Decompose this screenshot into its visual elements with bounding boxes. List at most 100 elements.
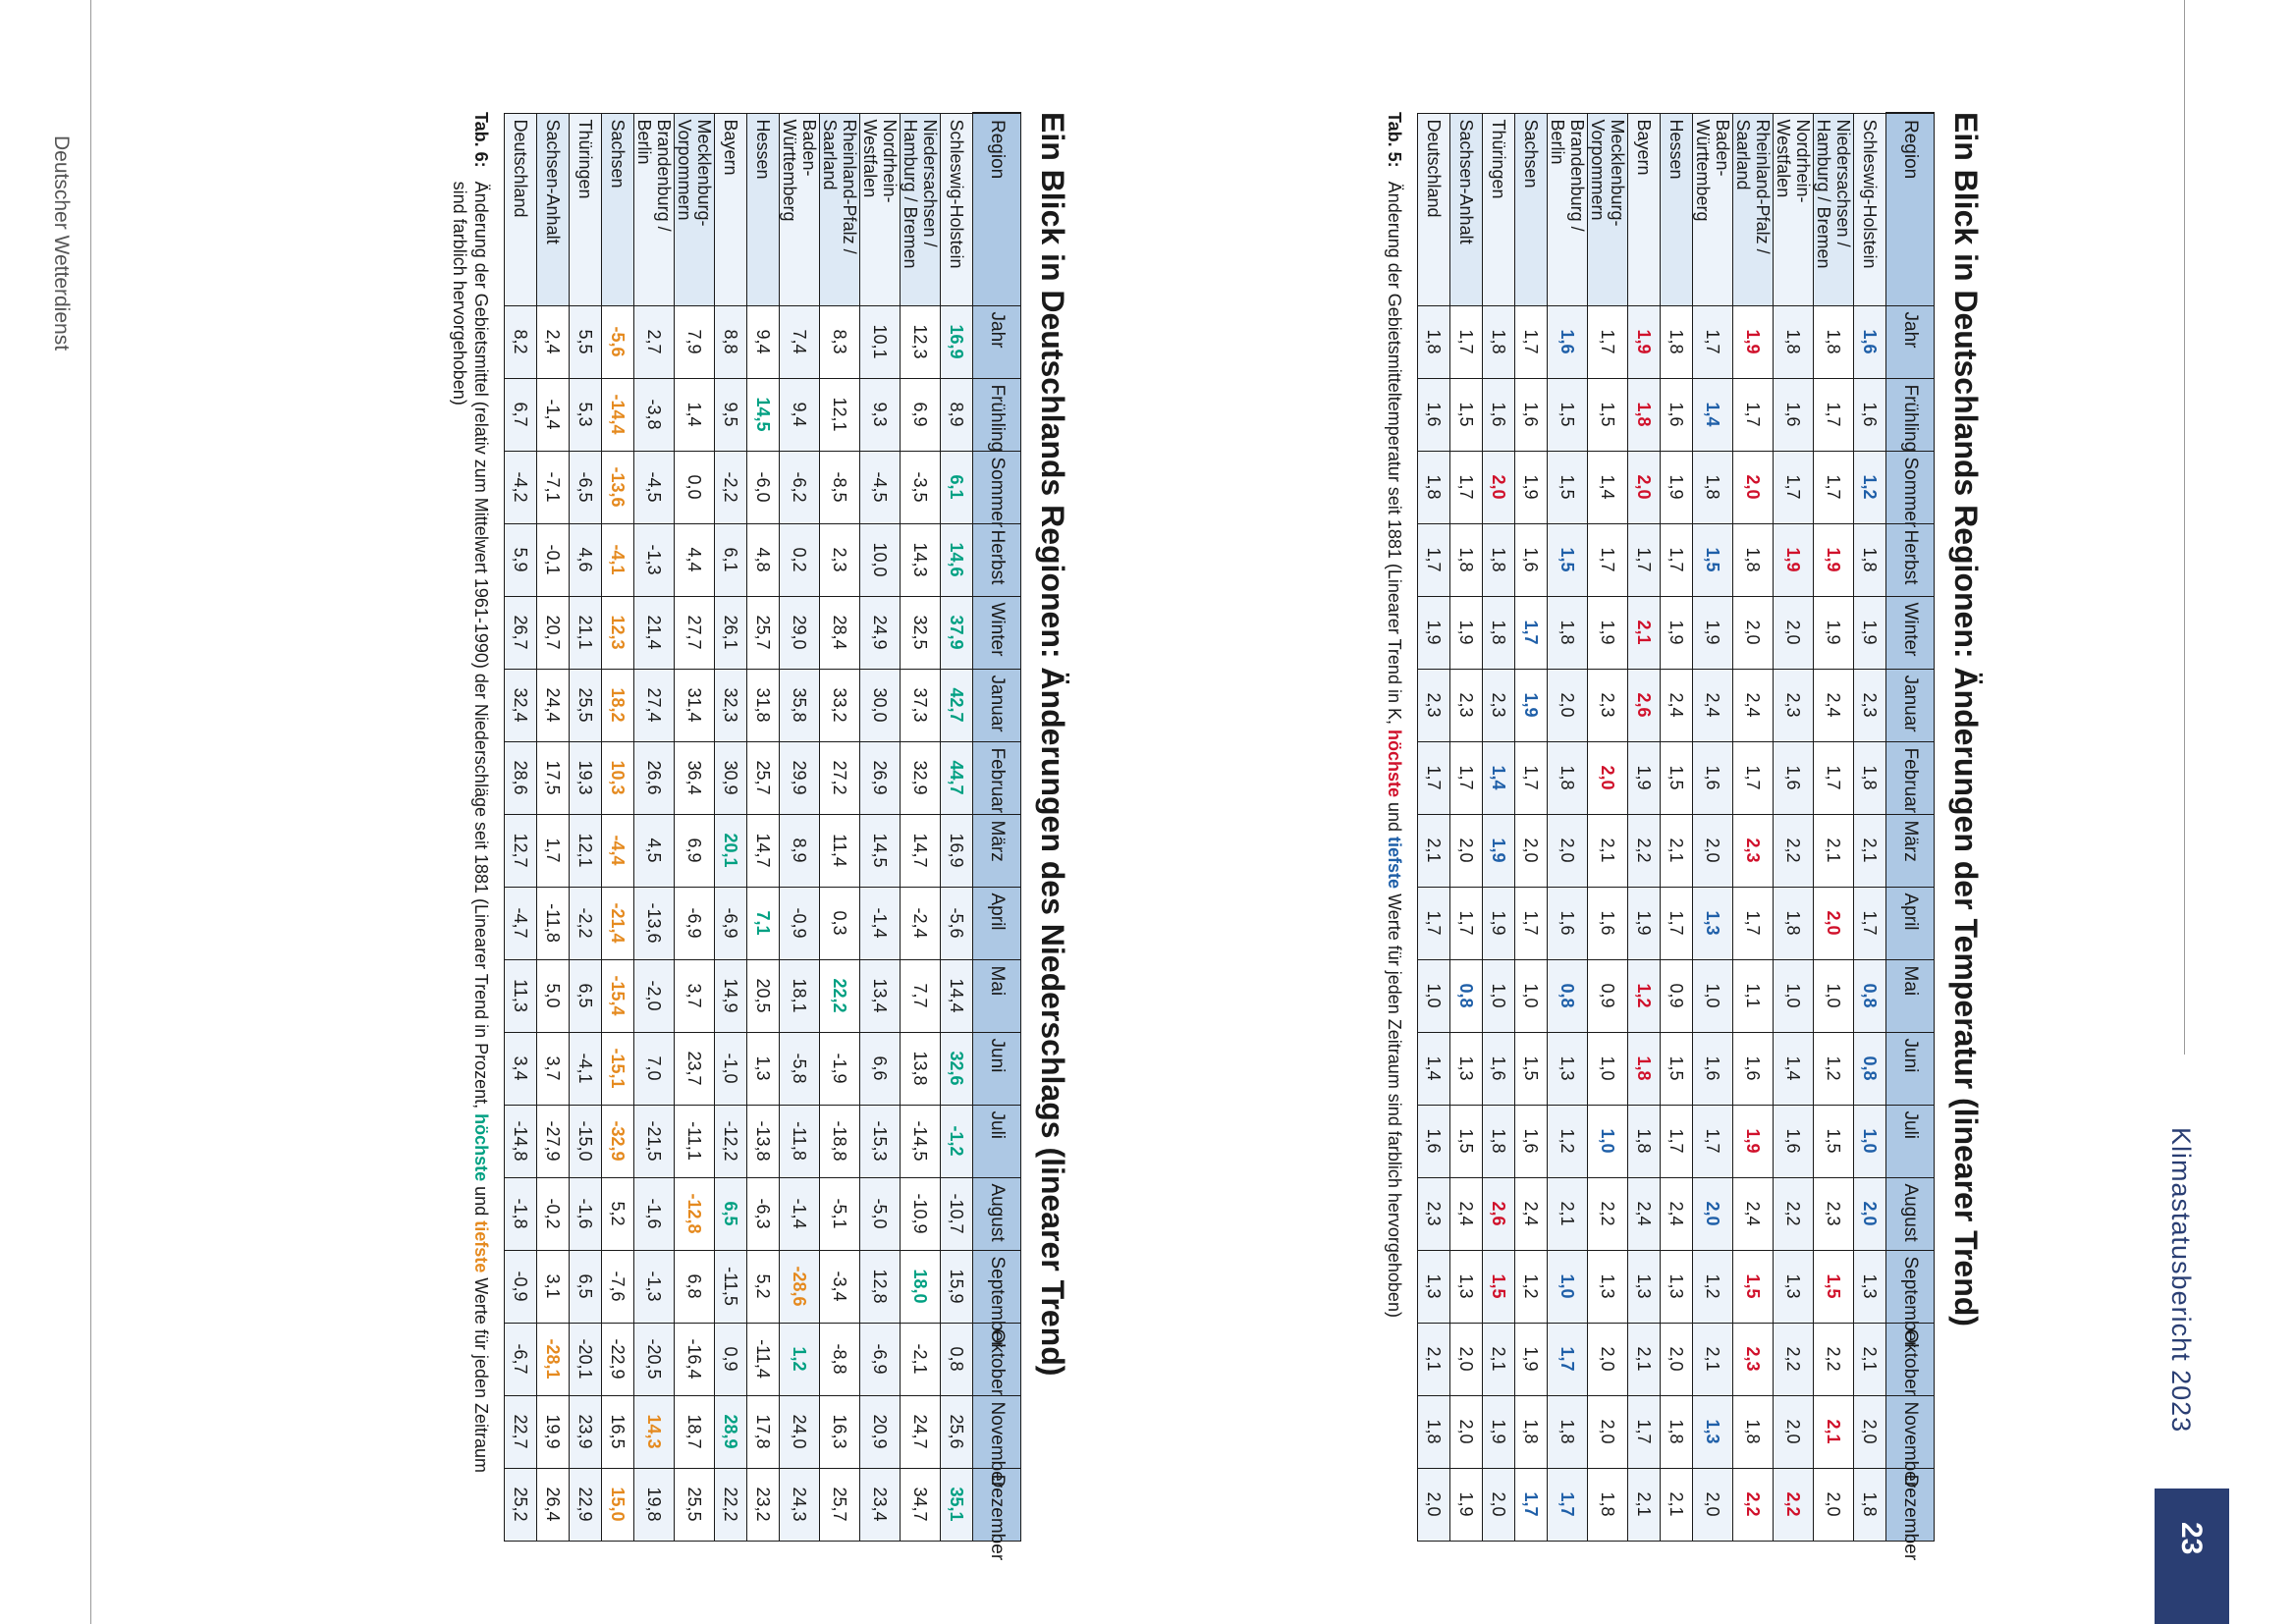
value-cell: 6,1 <box>714 523 747 596</box>
value-cell: -2,2 <box>714 451 747 523</box>
value-cell: 6,5 <box>714 1177 747 1250</box>
value-cell: -20,5 <box>633 1323 675 1395</box>
value-cell: 1,8 <box>1547 596 1588 669</box>
value-cell: 24,3 <box>779 1468 820 1541</box>
value-cell: 1,7 <box>1732 378 1774 451</box>
value-cell: 2,0 <box>1732 451 1774 523</box>
value-cell: 0,8 <box>1853 959 1886 1032</box>
value-cell: -6,3 <box>746 1177 780 1250</box>
value-cell: 1,0 <box>1547 1250 1588 1323</box>
region-cell: Rheinland-Pfalz / Saarland <box>819 113 860 305</box>
value-cell: 0,9 <box>1587 959 1628 1032</box>
value-cell: -11,1 <box>674 1105 715 1177</box>
value-cell: 1,3 <box>1449 1250 1483 1323</box>
value-cell: 1,7 <box>1692 305 1733 378</box>
column-header: Frühling <box>972 378 1021 452</box>
value-cell: 1,7 <box>1514 596 1548 669</box>
region-cell: Deutschland <box>1417 113 1450 305</box>
value-cell: 4,4 <box>674 523 715 596</box>
table5-section: Ein Blick in Deutschlands Regionen: Ände… <box>1100 112 1984 1604</box>
region-cell: Sachsen <box>1514 113 1548 305</box>
value-cell: 2,3 <box>1587 669 1628 741</box>
value-cell: 33,2 <box>819 669 860 741</box>
value-cell: 2,1 <box>1813 814 1854 887</box>
value-cell: -20,1 <box>569 1323 602 1395</box>
value-cell: 3,7 <box>536 1032 570 1105</box>
value-cell: -4,7 <box>504 887 537 959</box>
value-cell: 1,7 <box>1547 1468 1588 1541</box>
value-cell: 2,0 <box>1449 1395 1483 1468</box>
region-name: Bayern <box>721 119 740 176</box>
value-cell: 28,9 <box>714 1395 747 1468</box>
value-cell: -15,0 <box>569 1105 602 1177</box>
table-body: Schleswig-Holstein 1,6 1,6 1,2 1,8 1,9 2,3 1,8 2… <box>1417 113 1886 1541</box>
value-cell: 19,9 <box>536 1395 570 1468</box>
value-cell: 1,5 <box>1482 1250 1515 1323</box>
page-number-box: 23 <box>2155 1489 2229 1624</box>
value-cell: 1,7 <box>1417 523 1450 596</box>
value-cell: 12,3 <box>601 596 634 669</box>
column-header: Dezember <box>1885 1468 1935 1560</box>
value-cell: 1,4 <box>1773 1032 1814 1105</box>
left-margin-rule <box>90 0 91 1624</box>
value-cell: 1,3 <box>746 1032 780 1105</box>
value-cell: -6,7 <box>504 1323 537 1395</box>
value-cell: 1,8 <box>1692 451 1733 523</box>
value-cell: 2,0 <box>1692 814 1733 887</box>
value-cell: -6,9 <box>859 1323 901 1395</box>
value-cell: 1,4 <box>1417 1032 1450 1105</box>
value-cell: 1,9 <box>1587 596 1628 669</box>
value-cell: 1,2 <box>1627 959 1661 1032</box>
value-cell: 7,0 <box>633 1032 675 1105</box>
caption-lowest: tiefste <box>1385 837 1404 890</box>
region-cell: Nordrhein- Westfalen <box>1773 113 1814 305</box>
value-cell: 1,8 <box>1547 1395 1588 1468</box>
value-cell: 2,0 <box>1482 1468 1515 1541</box>
region-cell: Brandenburg / Berlin <box>1547 113 1588 305</box>
value-cell: 1,5 <box>1732 1250 1774 1323</box>
value-cell: -13,8 <box>746 1105 780 1177</box>
value-cell: 14,5 <box>859 814 901 887</box>
table-row: Deutschland 1,8 1,6 1,8 1,7 1,9 2,3 1,7 2,1 1,7 1,… <box>1417 113 1450 1541</box>
value-cell: 9,4 <box>779 378 820 451</box>
value-cell: 22,2 <box>714 1468 747 1541</box>
value-cell: 1,3 <box>1773 1250 1814 1323</box>
value-cell: -14,5 <box>900 1105 941 1177</box>
table-row: Sachsen-Anhalt 1,7 1,5 1,7 1,8 1,9 2,3 1,7 2,0 1,… <box>1449 113 1483 1541</box>
value-cell: 0,8 <box>1547 959 1588 1032</box>
value-cell: 1,8 <box>1627 378 1661 451</box>
value-cell: 14,6 <box>940 523 973 596</box>
region-cell: Nordrhein- Westfalen <box>859 113 901 305</box>
region-cell: Baden- Württemberg <box>1692 113 1733 305</box>
value-cell: 1,7 <box>1627 523 1661 596</box>
value-cell: 1,3 <box>1853 1250 1886 1323</box>
value-cell: 28,6 <box>504 741 537 814</box>
column-header: August <box>972 1177 1021 1250</box>
value-cell: 1,7 <box>1853 887 1886 959</box>
value-cell: 6,9 <box>900 378 941 451</box>
table-row: Mecklenburg- Vorpommern 7,9 1,4 0,0 4,4 27,7 31… <box>674 113 715 1541</box>
table-row: Hessen 9,4 14,5 -6,0 4,8 25,7 31,8 25,7 14,7 7,1 2… <box>746 113 780 1541</box>
value-cell: 2,0 <box>1514 814 1548 887</box>
value-cell: 7,9 <box>674 305 715 378</box>
value-cell: 1,9 <box>1692 596 1733 669</box>
value-cell: 1,9 <box>1813 596 1854 669</box>
value-cell: 1,8 <box>1514 1395 1548 1468</box>
value-cell: -8,5 <box>819 451 860 523</box>
table-row: Schleswig-Holstein 16,9 8,9 6,1 14,6 37,9 42,7… <box>940 113 973 1541</box>
value-cell: 30,0 <box>859 669 901 741</box>
value-cell: 1,5 <box>1587 378 1628 451</box>
value-cell: 1,9 <box>1627 741 1661 814</box>
value-cell: 2,1 <box>1417 1323 1450 1395</box>
value-cell: 1,9 <box>1449 596 1483 669</box>
value-cell: 1,3 <box>1692 1395 1733 1468</box>
value-cell: 2,1 <box>1660 814 1693 887</box>
value-cell: 4,5 <box>633 814 675 887</box>
value-cell: 1,6 <box>1853 305 1886 378</box>
value-cell: 1,0 <box>1514 959 1548 1032</box>
value-cell: 18,2 <box>601 669 634 741</box>
region-cell: Hessen <box>746 113 780 305</box>
region-name: Sachsen-Anhalt <box>1456 119 1476 244</box>
region-name: Bayern <box>1634 119 1654 176</box>
value-cell: 1,7 <box>1514 305 1548 378</box>
